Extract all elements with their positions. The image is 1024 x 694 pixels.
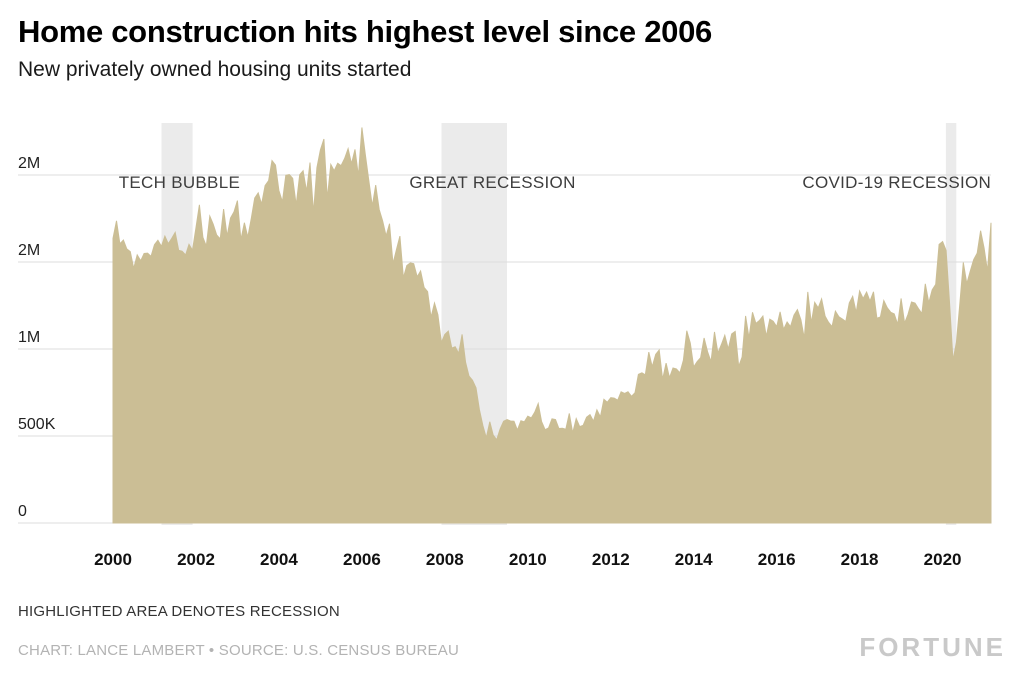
x-axis-label: 2006: [343, 550, 381, 569]
x-axis-label: 2004: [260, 550, 298, 569]
annotation-great-recession: GREAT RECESSION: [409, 173, 575, 192]
x-axis-label: 2000: [94, 550, 132, 569]
y-axis-label: 2M: [18, 242, 40, 259]
x-axis-label: 2010: [509, 550, 547, 569]
chart-title: Home construction hits highest level sin…: [18, 14, 712, 49]
x-axis-label: 2016: [758, 550, 796, 569]
annotation-covid-19-recession: COVID-19 RECESSION: [802, 173, 991, 192]
y-axis-label: 500K: [18, 416, 56, 433]
x-axis-label: 2008: [426, 550, 464, 569]
annotation-tech-bubble: TECH BUBBLE: [119, 173, 240, 192]
fortune-logo: FORTUNE: [859, 632, 1006, 662]
x-axis-label: 2014: [675, 550, 713, 569]
x-axis-label: 2018: [841, 550, 879, 569]
chart-subtitle: New privately owned housing units starte…: [18, 58, 412, 81]
x-axis-label: 2020: [924, 550, 962, 569]
area-series-housing-starts: [112, 127, 992, 524]
chart-credit: CHART: LANCE LAMBERT • SOURCE: U.S. CENS…: [18, 642, 459, 659]
y-axis-label: 2M: [18, 155, 40, 172]
y-axis-label: 0: [18, 503, 27, 520]
housing-starts-area-chart: 2M 2M 1M 500K 0 2000 2002 2004 2006 2008 2010 2012 2…: [18, 123, 992, 569]
recession-note: HIGHLIGHTED AREA DENOTES RECESSION: [18, 603, 340, 620]
x-axis-label: 2012: [592, 550, 630, 569]
x-axis-label: 2002: [177, 550, 215, 569]
y-axis-label: 1M: [18, 329, 40, 346]
